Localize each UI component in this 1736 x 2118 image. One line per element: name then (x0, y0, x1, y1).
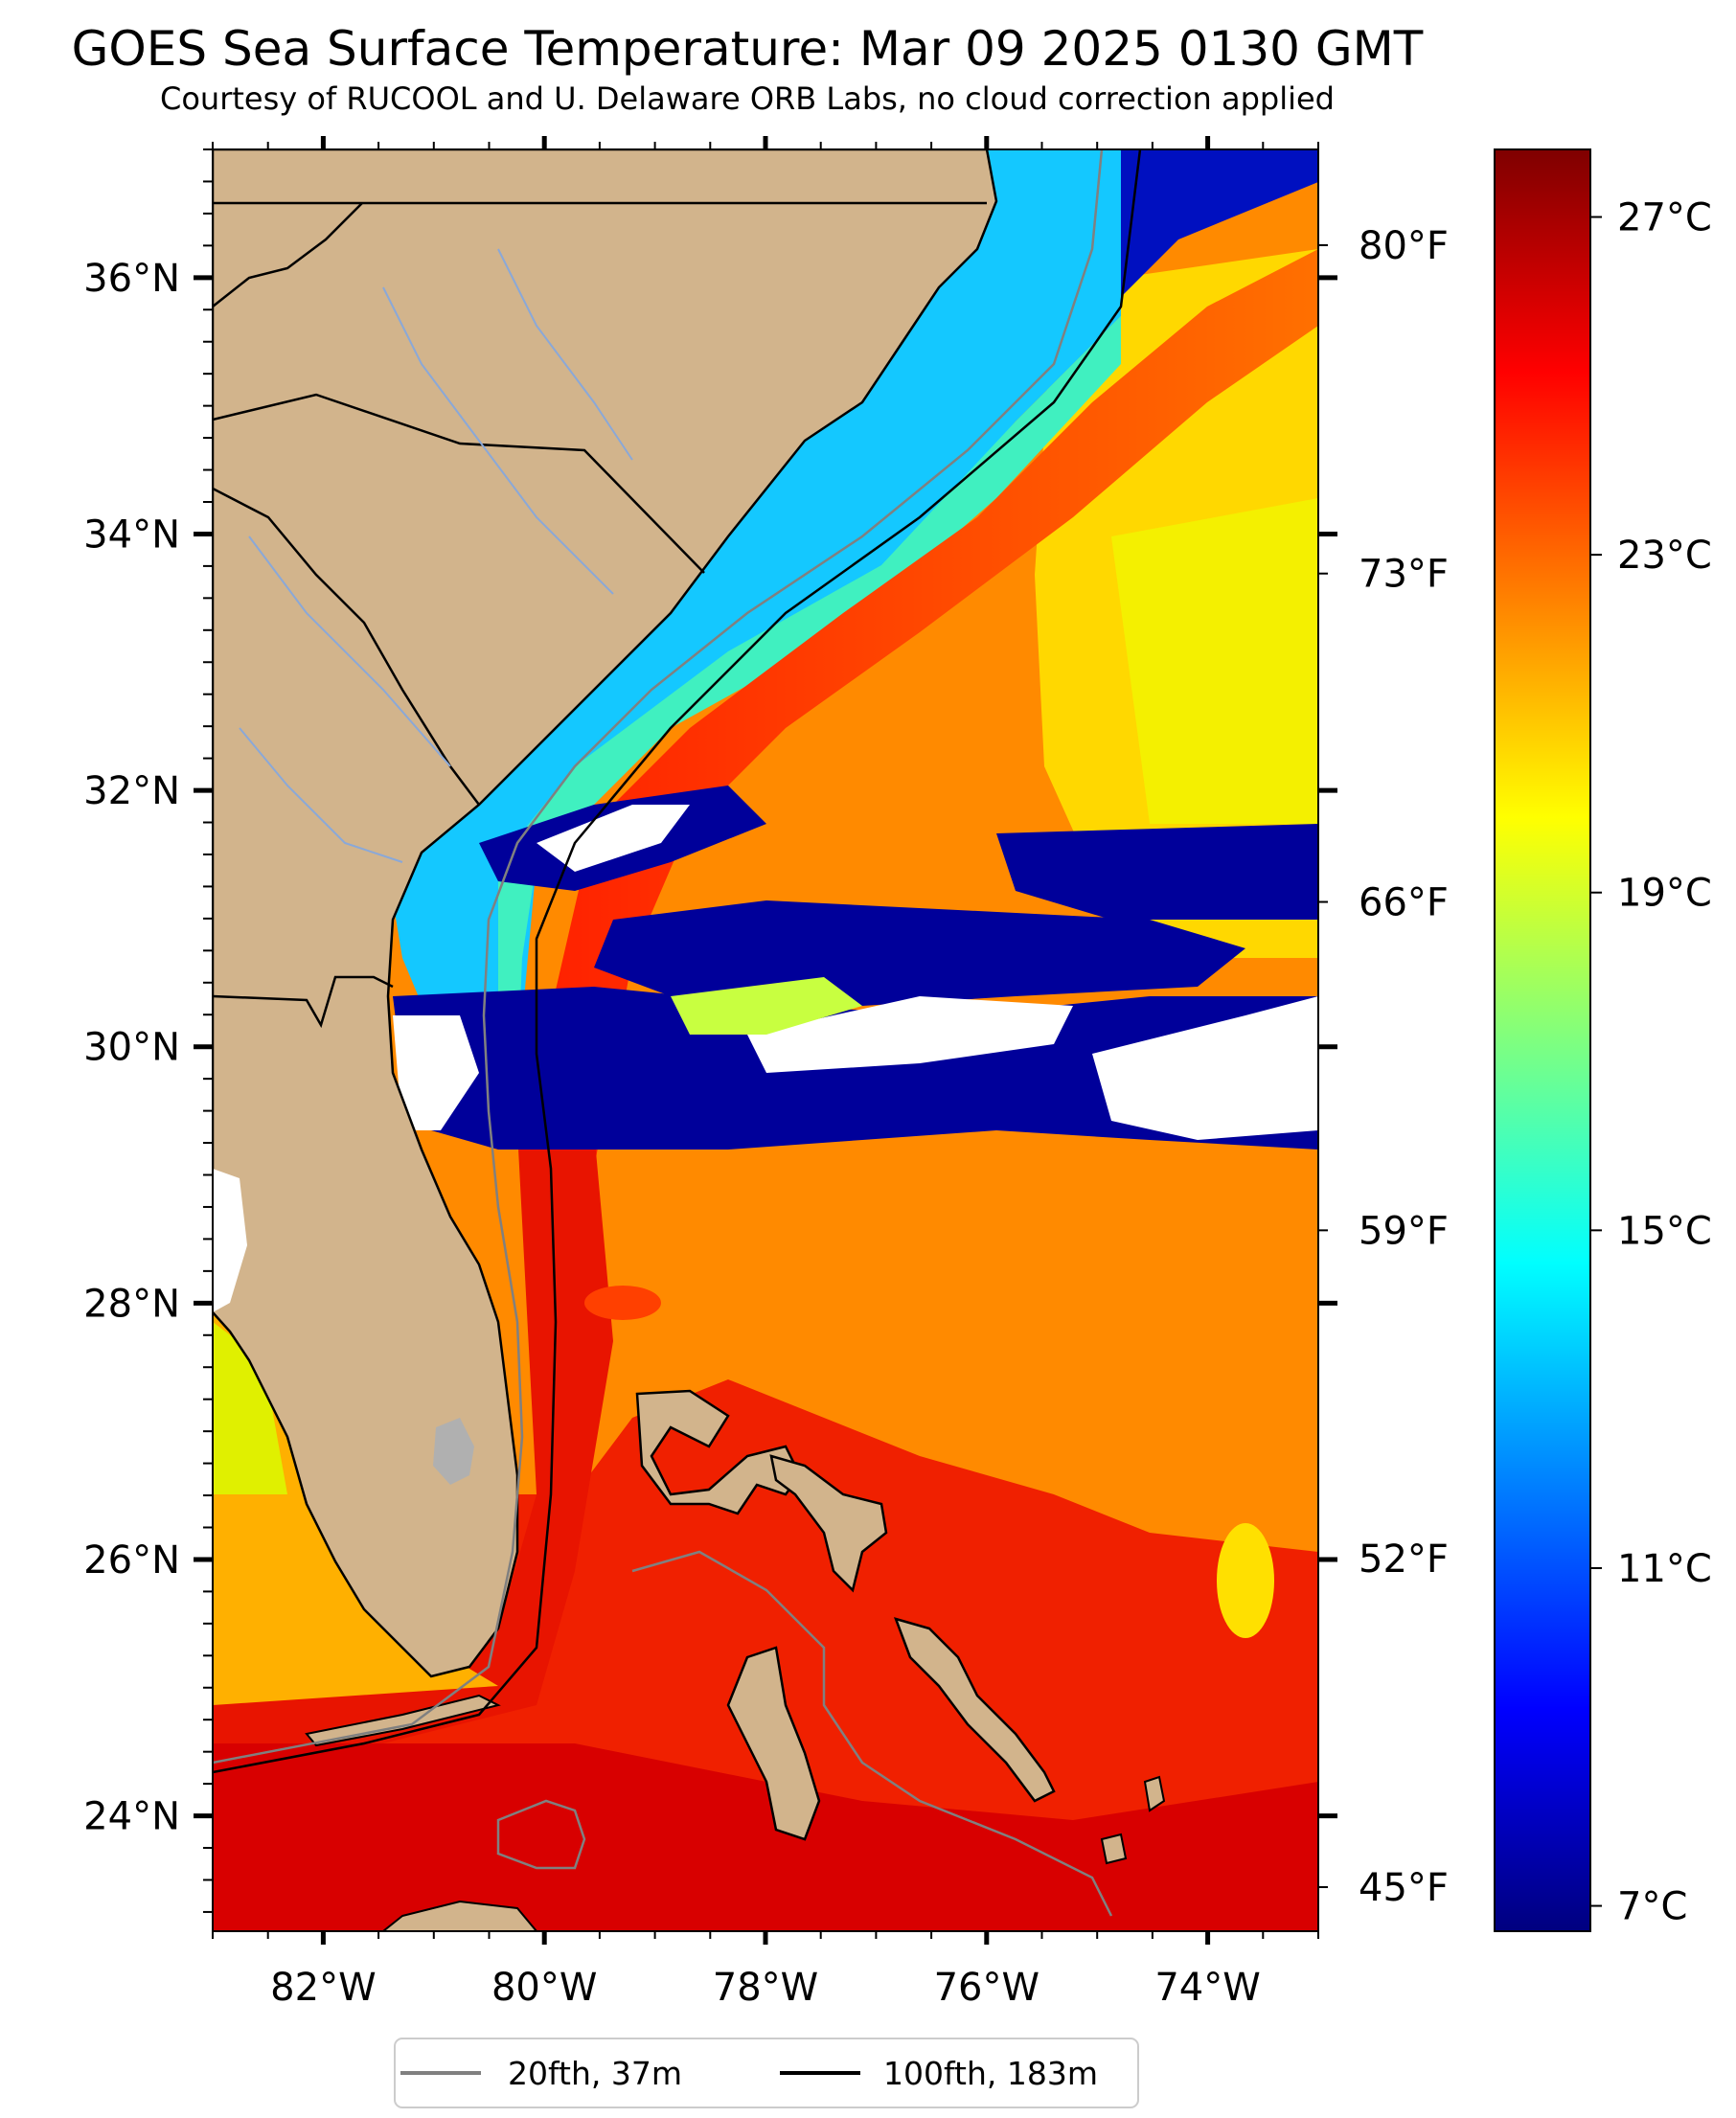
river-4 (239, 727, 403, 863)
lat-tick-label: 34°N (83, 512, 180, 557)
lon-tick-label: 76°W (934, 1966, 1039, 2010)
cloud-band-4 (393, 987, 1318, 1150)
warm-eddy-2 (1217, 1523, 1274, 1638)
river-3 (248, 535, 451, 767)
latitude-axis: 24°N 26°N 28°N 30°N 32°N 34°N 36°N (83, 257, 1337, 1839)
island-eleuthera (893, 1617, 1056, 1803)
colorbar-tick-label: 7°C (1617, 1885, 1687, 1929)
minor-ticks (203, 142, 1319, 1939)
cloud-white-4 (393, 1015, 479, 1130)
legend-box (394, 2038, 1139, 2108)
cloud-band-3 (594, 900, 1245, 1006)
f-tick-label: 73°F (1359, 553, 1449, 597)
colorbar-axis: 27°C 23°C 19°C 15°C 11°C 7°C (1590, 196, 1712, 1929)
colorbar (1494, 148, 1591, 1932)
f-tick-label: 59°F (1359, 1209, 1449, 1253)
warm-eddy-1 (584, 1286, 661, 1320)
contour-cay-sal (496, 1799, 586, 1870)
f-tick-label: 66°F (1359, 881, 1449, 925)
land-gulf-coast-west (213, 1169, 247, 1312)
river-2 (382, 286, 614, 595)
colorbar-tick-label: 19°C (1617, 872, 1712, 916)
sst-map (213, 149, 1318, 1931)
lat-tick-label: 36°N (83, 257, 180, 301)
island-andros (726, 1646, 821, 1841)
longitude-axis: 82°W 80°W 78°W 76°W 74°W (270, 136, 1261, 2010)
colorbar-tick-label: 27°C (1617, 196, 1712, 240)
contour-bahamas (631, 1550, 1113, 1917)
lon-tick-label: 80°W (491, 1966, 597, 2010)
cloud-green-edge (671, 977, 862, 1035)
land-us-southeast (213, 149, 998, 1678)
sst-florida-current (213, 1130, 613, 1743)
lat-tick-label: 30°N (83, 1026, 180, 1070)
lat-tick-label: 28°N (83, 1282, 180, 1326)
island-cat-small (1100, 1833, 1128, 1865)
island-abaco (769, 1454, 888, 1593)
legend-100fth-label: 100fth, 183m (883, 2055, 1098, 2092)
border-tn-nc (213, 202, 363, 307)
lon-tick-label: 82°W (270, 1966, 376, 2010)
map-subtitle: Courtesy of RUCOOL and U. Delaware ORB L… (160, 80, 1335, 117)
sst-shelf-warmer (498, 316, 1121, 1073)
sst-southern-red (213, 1743, 1318, 1931)
lat-tick-label: 24°N (83, 1795, 180, 1839)
f-tick-label: 52°F (1359, 1537, 1449, 1582)
sst-gulf-stream (537, 249, 1318, 1169)
legend-20fth-label: 20fth, 37m (508, 2055, 682, 2092)
river-1 (497, 248, 633, 461)
contour-100fth (213, 149, 1142, 1774)
cloud-band-2 (996, 824, 1318, 920)
sst-yellow-patch (1111, 498, 1318, 824)
fahrenheit-axis: 80°F 73°F 66°F 59°F 52°F 45°F (1318, 224, 1449, 1910)
island-cuba-tip (381, 1900, 538, 1931)
colorbar-tick-label: 11°C (1617, 1547, 1712, 1591)
f-tick-label: 45°F (1359, 1866, 1449, 1910)
border-nc-sc (213, 393, 705, 574)
border-ga-fl (213, 975, 394, 1029)
lon-tick-label: 78°W (713, 1966, 818, 2010)
lat-tick-label: 26°N (83, 1538, 180, 1583)
lat-tick-label: 32°N (83, 769, 180, 813)
florida-keys (305, 1694, 501, 1747)
contour-20fth (213, 149, 1104, 1765)
map-title: GOES Sea Surface Temperature: Mar 09 202… (71, 21, 1424, 77)
cloud-white-2 (747, 996, 1073, 1073)
colorbar-tick-label: 15°C (1617, 1209, 1712, 1253)
cloud-white-1 (537, 805, 690, 872)
island-little-bahama-bank (635, 1389, 802, 1515)
colorbar-tick-label: 23°C (1617, 534, 1712, 578)
lake-okeechobee (433, 1418, 474, 1485)
cloud-white-3 (1092, 996, 1318, 1140)
island-exuma-small (1143, 1775, 1166, 1812)
f-tick-label: 80°F (1359, 224, 1449, 268)
lon-tick-label: 74°W (1154, 1966, 1260, 2010)
sst-gulf-yellow (213, 1322, 287, 1494)
